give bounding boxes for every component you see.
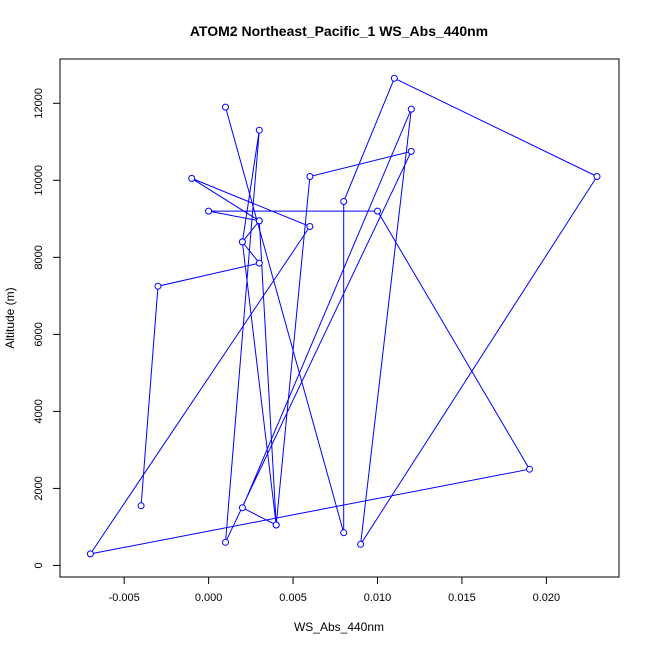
data-point bbox=[238, 504, 246, 512]
data-point bbox=[205, 207, 213, 215]
data-point bbox=[340, 529, 348, 537]
x-axis: -0.005 0.000 0.005 0.010 0.015 0.020 bbox=[109, 576, 561, 604]
data-point bbox=[255, 259, 263, 267]
x-tick-label: -0.005 bbox=[109, 592, 140, 604]
data-point bbox=[154, 282, 162, 290]
plot-frame bbox=[59, 58, 620, 578]
x-tick-label: 0.020 bbox=[533, 592, 561, 604]
data-point bbox=[222, 538, 229, 546]
data-point bbox=[340, 198, 348, 205]
data-point bbox=[255, 217, 263, 225]
data-points bbox=[86, 74, 601, 558]
data-point bbox=[526, 465, 533, 473]
y-axis: 0 2000 4000 6000 8000 10000 12000 bbox=[33, 88, 61, 569]
data-point bbox=[272, 521, 280, 529]
data-point bbox=[86, 550, 94, 558]
y-axis-label: Altitude (m) bbox=[3, 287, 17, 348]
data-point bbox=[374, 207, 381, 215]
data-point bbox=[306, 223, 314, 230]
x-tick-label: 0.010 bbox=[364, 592, 392, 604]
series-line bbox=[89, 77, 598, 555]
y-tick-label: 2000 bbox=[33, 476, 45, 500]
chart-title: ATOM2 Northeast_Pacific_1 WS_Abs_440nm bbox=[190, 23, 488, 39]
y-tick-label: 0 bbox=[33, 562, 45, 568]
x-tick-label: 0.000 bbox=[195, 592, 223, 604]
y-tick-label: 10000 bbox=[33, 165, 45, 196]
data-point bbox=[222, 103, 229, 111]
data-point bbox=[306, 173, 314, 180]
y-tick-label: 12000 bbox=[33, 88, 45, 119]
data-point bbox=[188, 174, 196, 182]
data-point bbox=[255, 126, 263, 134]
data-point bbox=[390, 74, 398, 82]
x-tick-label: 0.005 bbox=[279, 592, 307, 604]
data-point bbox=[238, 238, 246, 246]
x-tick-label: 0.015 bbox=[448, 592, 476, 604]
data-point bbox=[137, 502, 145, 510]
y-tick-label: 8000 bbox=[33, 245, 45, 269]
data-point bbox=[593, 173, 601, 180]
x-axis-label: WS_Abs_440nm bbox=[294, 620, 384, 634]
data-point bbox=[407, 147, 415, 155]
data-point bbox=[357, 540, 365, 548]
y-tick-label: 4000 bbox=[33, 399, 45, 423]
y-tick-label: 6000 bbox=[33, 322, 45, 346]
data-point bbox=[407, 105, 415, 113]
